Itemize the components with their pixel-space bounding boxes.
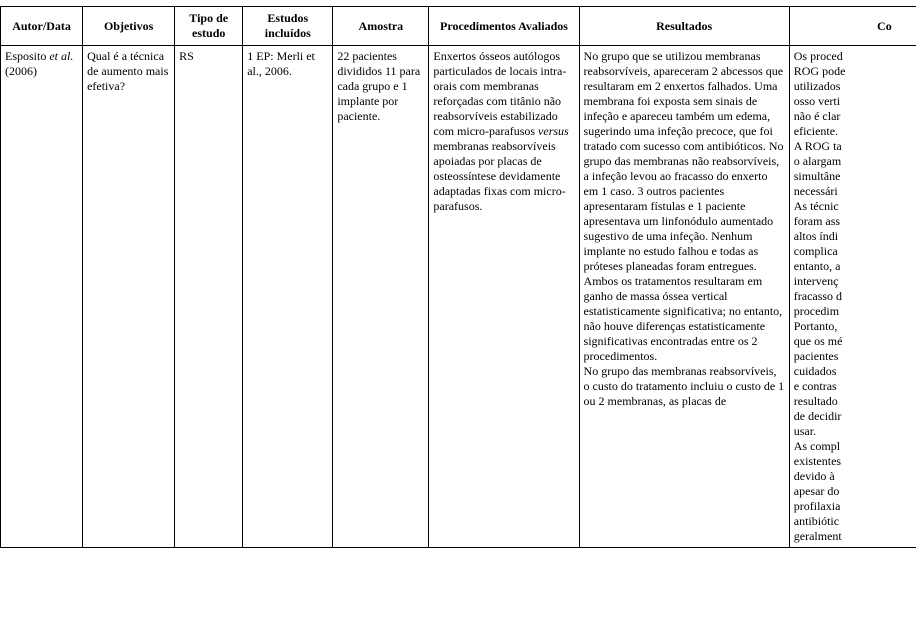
col-header-result: Resultados [579, 7, 789, 46]
cell-proc: Enxertos ósseos autólogos particulados d… [429, 46, 579, 548]
cell-concl: Os proced ROG pode utilizados osso verti… [789, 46, 916, 548]
cell-tipo: RS [175, 46, 243, 548]
col-header-proc: Procedimentos Avaliados [429, 7, 579, 46]
cell-result: No grupo que se utilizou membranas reabs… [579, 46, 789, 548]
col-header-amostra: Amostra [333, 7, 429, 46]
col-header-estud: Estudos incluídos [243, 7, 333, 46]
col-header-autor: Autor/Data [1, 7, 83, 46]
autor-text-before: Esposito [5, 49, 49, 63]
col-header-obj: Objetivos [83, 7, 175, 46]
col-header-concl: Co [789, 7, 916, 46]
cell-autor: Esposito et al. (2006) [1, 46, 83, 548]
table-row: Esposito et al. (2006) Qual é a técnica … [1, 46, 916, 548]
cell-obj: Qual é a técnica de aumento mais efetiva… [83, 46, 175, 548]
cell-estud: 1 EP: Merli et al., 2006. [243, 46, 333, 548]
review-table: Autor/Data Objetivos Tipo de estudo Estu… [0, 6, 916, 548]
proc-italic: versus [538, 124, 569, 138]
autor-italic: et al. [49, 49, 73, 63]
proc-text-after: membranas reabsorvíveis apoiadas por pla… [433, 139, 565, 213]
cell-amostra: 22 pacientes divididos 11 para cada grup… [333, 46, 429, 548]
col-header-tipo: Tipo de estudo [175, 7, 243, 46]
autor-text-after: (2006) [5, 64, 37, 78]
header-row: Autor/Data Objetivos Tipo de estudo Estu… [1, 7, 916, 46]
